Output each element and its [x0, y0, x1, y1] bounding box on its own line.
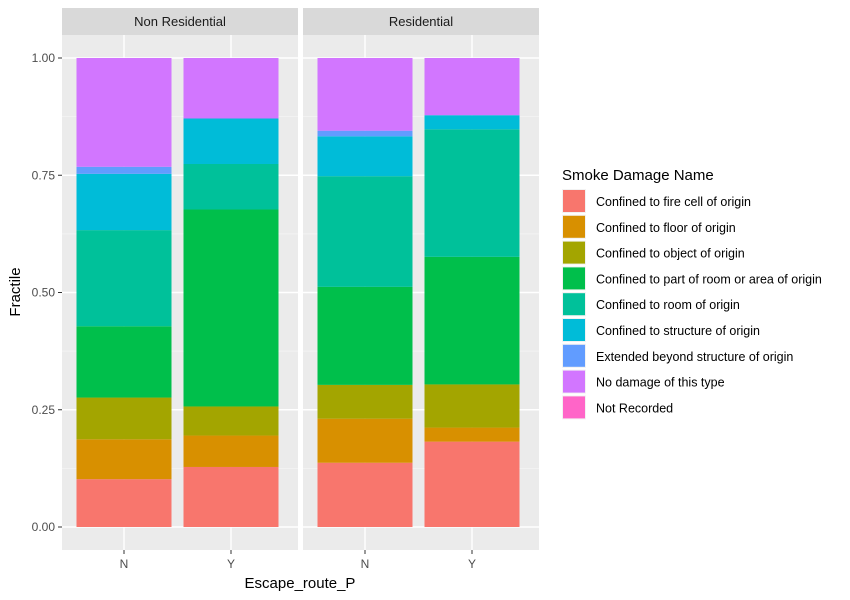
facet-panel: Residential N Y — [303, 8, 539, 571]
legend-key-swatch — [563, 370, 585, 393]
bar-segment — [317, 462, 413, 527]
legend-items: Confined to fire cell of origin Confined … — [562, 189, 822, 420]
y-tick-label: 0.75 — [32, 168, 56, 182]
bar-segment — [424, 115, 520, 130]
bar-segment — [76, 397, 172, 440]
x-axis-title: Escape_route_P — [245, 575, 356, 592]
facet-strip-label: Residential — [389, 14, 453, 29]
y-tick-label: 1.00 — [32, 51, 56, 65]
y-tick-label: 0.25 — [32, 403, 56, 417]
bar-segment — [183, 163, 279, 210]
legend-key-swatch — [563, 344, 585, 367]
bar-segment — [317, 136, 413, 177]
x-tick-label: Y — [468, 557, 476, 571]
bar-segment — [183, 118, 279, 164]
legend-item: Extended beyond structure of origin — [562, 343, 793, 368]
legend-item: Confined to fire cell of origin — [562, 189, 751, 213]
facet-strip — [303, 8, 539, 35]
legend-label: Confined to fire cell of origin — [596, 195, 751, 209]
stacked-bar — [183, 58, 279, 527]
bar-segment — [183, 435, 279, 467]
stacked-bar — [76, 58, 172, 527]
stacked-bar — [317, 58, 413, 527]
bar-segment — [76, 439, 172, 480]
bar-segment — [76, 166, 172, 174]
legend-title: Smoke Damage Name — [562, 167, 714, 184]
y-tick-label: 0.50 — [32, 286, 56, 300]
bar-segment — [183, 466, 279, 527]
bar-segment — [317, 176, 413, 287]
facet-strip-label: Non Residential — [134, 14, 226, 29]
x-tick-label: N — [361, 557, 370, 571]
legend: Smoke Damage Name Confined to fire cell … — [562, 167, 822, 420]
bar-segment — [424, 129, 520, 257]
legend-item: No damage of this type — [562, 369, 725, 394]
legend-item: Confined to structure of origin — [562, 318, 760, 342]
bar-segment — [183, 406, 279, 436]
legend-key-swatch — [563, 293, 585, 316]
legend-item: Confined to object of origin — [562, 240, 745, 265]
legend-label: Not Recorded — [596, 401, 673, 415]
legend-label: Confined to object of origin — [596, 247, 745, 261]
bar-segment — [317, 286, 413, 385]
facet-panel: Non Residential N Y — [62, 8, 298, 571]
legend-label: Confined to room of origin — [596, 298, 740, 312]
bar-segment — [317, 130, 413, 137]
legend-key-swatch — [563, 267, 585, 290]
x-tick-label: Y — [227, 557, 235, 571]
legend-label: No damage of this type — [596, 376, 725, 390]
legend-item: Confined to floor of origin — [562, 214, 736, 239]
y-axis-title: Fractile — [7, 267, 24, 316]
x-tick-label: N — [120, 557, 129, 571]
bar-segment — [424, 384, 520, 428]
bar-segment — [76, 479, 172, 527]
stacked-bar — [424, 58, 520, 527]
legend-label: Extended beyond structure of origin — [596, 350, 793, 364]
legend-item: Confined to room of origin — [562, 292, 740, 317]
legend-label: Confined to floor of origin — [596, 221, 736, 235]
bar-segment — [424, 58, 520, 116]
facet-strip — [62, 8, 298, 35]
bar-segment — [76, 326, 172, 398]
legend-item: Not Recorded — [562, 395, 673, 420]
legend-label: Confined to part of room or area of orig… — [596, 272, 822, 286]
bar-segment — [317, 418, 413, 463]
bar-segment — [424, 441, 520, 527]
bar-segment — [424, 427, 520, 442]
bar-segment — [183, 58, 279, 119]
legend-key-swatch — [563, 241, 585, 264]
bar-segment — [76, 230, 172, 327]
bar-segment — [317, 384, 413, 419]
legend-key-swatch — [563, 215, 585, 238]
y-axis: 0.00 0.25 0.50 0.75 1.00 — [32, 51, 62, 534]
legend-key-swatch — [563, 396, 585, 419]
facets: Non Residential N Y Residential N Y — [62, 8, 539, 571]
bar-segment — [424, 256, 520, 385]
legend-item: Confined to part of room or area of orig… — [562, 266, 822, 291]
y-tick-label: 0.00 — [32, 520, 56, 534]
legend-key-swatch — [563, 319, 585, 341]
bar-segment — [76, 58, 172, 167]
legend-key-swatch — [563, 190, 585, 212]
bar-segment — [183, 209, 279, 407]
legend-label: Confined to structure of origin — [596, 324, 760, 338]
bar-segment — [76, 173, 172, 231]
bar-segment — [317, 58, 413, 131]
